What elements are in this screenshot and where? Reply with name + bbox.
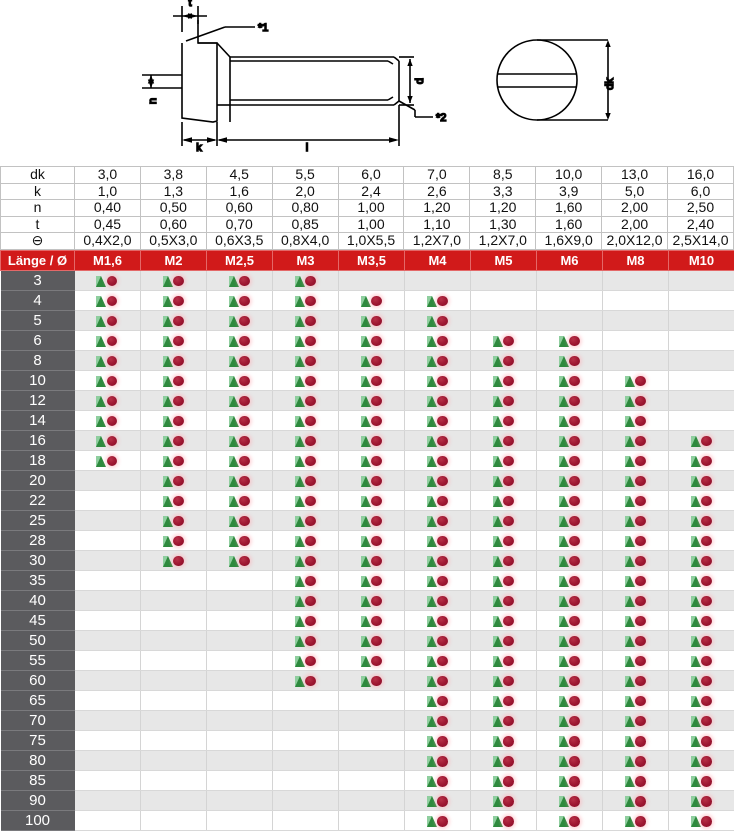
svg-text:*1: *1 [258,22,268,34]
svg-text:d: d [414,78,426,84]
svg-text:l: l [306,142,308,154]
svg-text:dk: dk [604,78,616,90]
svg-text:t: t [188,0,191,9]
svg-text:n: n [147,98,159,104]
svg-text:*2: *2 [436,112,446,124]
svg-text:k: k [196,142,202,154]
